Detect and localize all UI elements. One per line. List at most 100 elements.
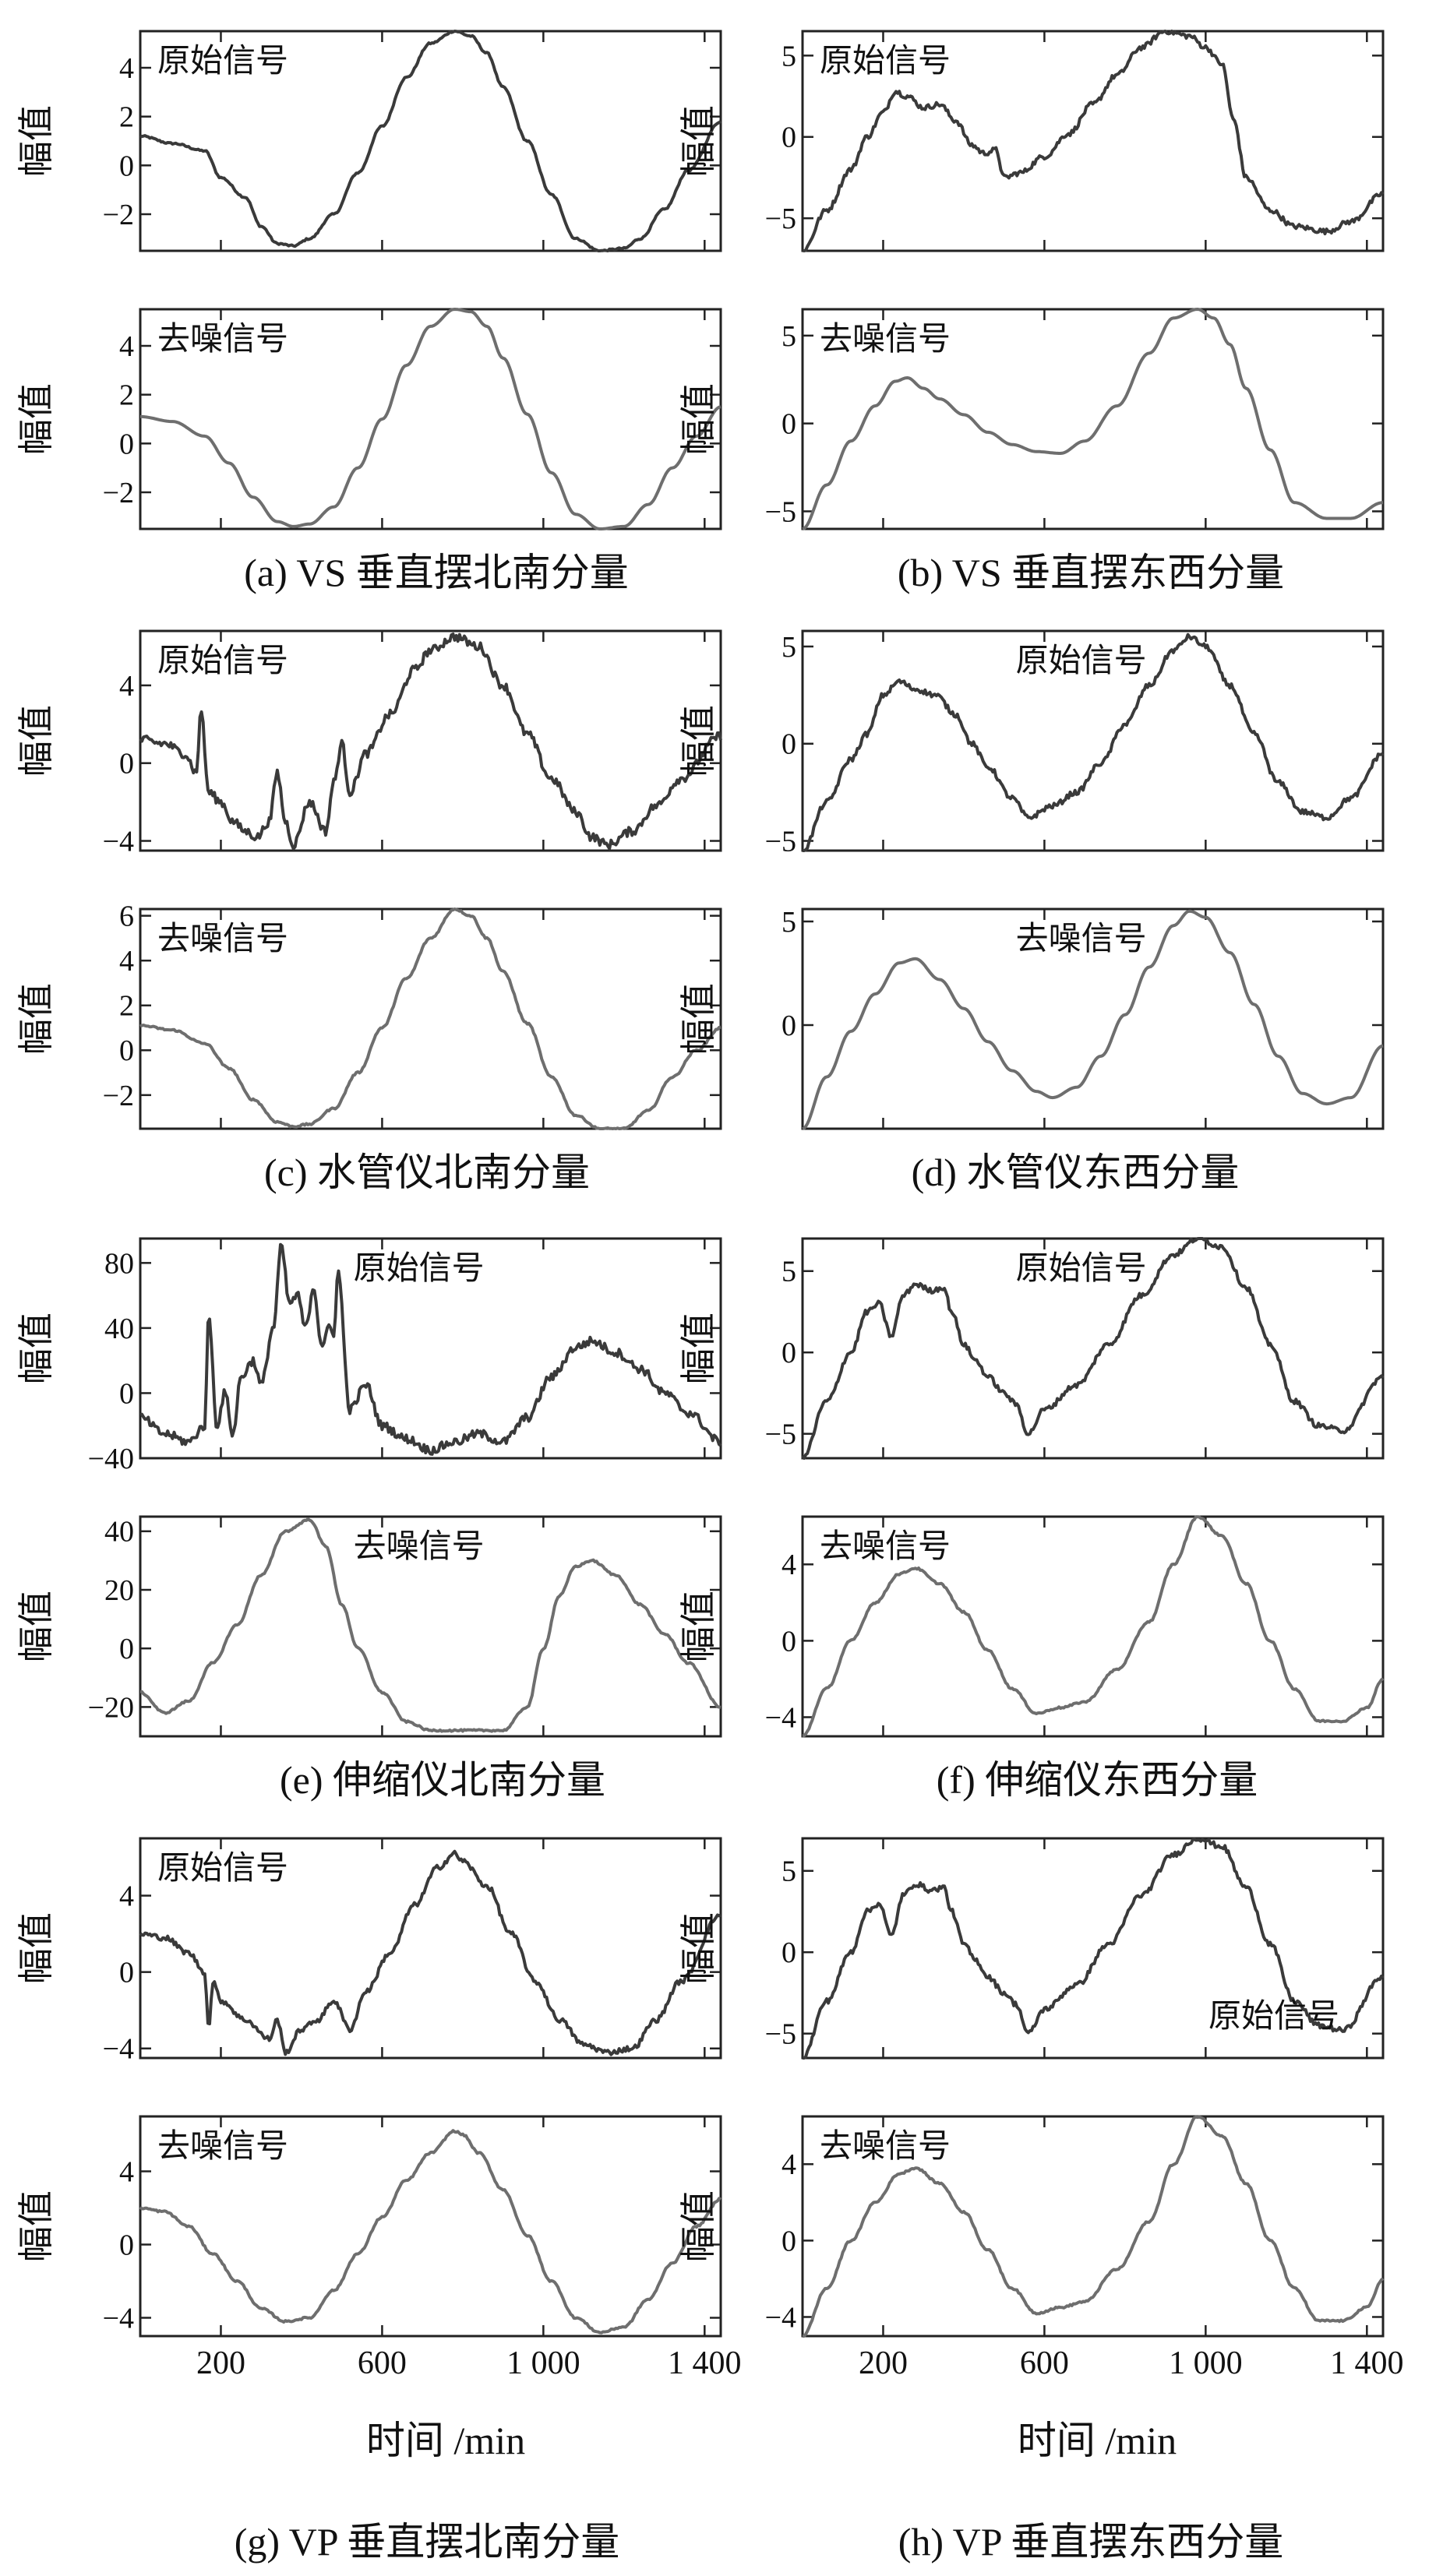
y-tick-label: 0: [782, 1337, 796, 1369]
y-tick-label: 0: [119, 2229, 134, 2261]
y-axis-label: 幅值: [16, 105, 56, 177]
y-tick-label: 0: [782, 408, 796, 441]
plot-frame: [139, 1515, 722, 1738]
y-tick-label: −5: [765, 495, 796, 528]
x-axis-label-left: 时间 /min: [366, 2419, 525, 2462]
y-tick-label: 40: [104, 1313, 134, 1345]
y-tick-label: 2: [119, 990, 134, 1023]
y-tick-label: 0: [782, 1010, 796, 1042]
x-tick-label: 200: [196, 2345, 245, 2381]
series-line: [139, 1849, 722, 2056]
series-label: 原始信号: [157, 643, 288, 679]
series-line: [803, 1838, 1385, 2060]
panel-g-denoised: 幅值 4 0 −4 200 600 1 000 1 400 去噪信号: [16, 2115, 742, 2381]
panel-b-denoised: 幅值 5 0 −5 去噪信号: [679, 308, 1385, 530]
series-line: [802, 30, 1385, 252]
y-tick-label: −4: [765, 2301, 796, 2334]
series-line: [802, 1515, 1385, 1738]
series-label: 去噪信号: [157, 922, 288, 957]
y-axis-label: 幅值: [16, 2190, 56, 2262]
x-axis-label-right: 时间 /min: [1018, 2419, 1177, 2462]
panel-e-denoised: 幅值 40 20 0 −20 去噪信号: [16, 1515, 722, 1738]
y-tick-label: −4: [103, 2033, 134, 2066]
plot-frame: [139, 308, 722, 530]
series-label: 去噪信号: [820, 322, 951, 358]
y-axis-label: 幅值: [679, 705, 718, 777]
series-label: 原始信号: [157, 1851, 288, 1887]
y-axis-label: 幅值: [679, 2190, 718, 2262]
series-line: [802, 308, 1384, 530]
y-tick-label: 40: [104, 1516, 134, 1549]
y-tick-label: 5: [782, 1256, 796, 1288]
caption-g: (g) VP 垂直摆北南分量: [235, 2520, 619, 2564]
series-label: 去噪信号: [354, 1529, 485, 1565]
y-tick-label: −5: [765, 825, 796, 858]
y-tick-label: 4: [119, 2155, 134, 2188]
series-label: 去噪信号: [820, 2129, 951, 2165]
x-tick-label: 1 400: [668, 2345, 742, 2381]
y-tick-label: −2: [103, 1080, 134, 1112]
y-tick-label: 0: [119, 1633, 134, 1665]
y-tick-label: 4: [119, 330, 134, 363]
plot-frame: [139, 907, 722, 1130]
plot-frame: [801, 1515, 1385, 1738]
series-line: [139, 30, 722, 252]
plot-frame: [139, 2115, 722, 2338]
y-axis-label: 幅值: [16, 1313, 56, 1384]
series-line: [139, 2129, 722, 2335]
y-tick-label: 0: [782, 2225, 796, 2257]
y-axis-label: 幅值: [16, 983, 56, 1055]
y-tick-label: 4: [782, 2148, 796, 2181]
panel-e-raw: 幅值 80 40 0 −40 原始信号: [16, 1237, 722, 1475]
y-tick-label: −2: [103, 199, 134, 231]
panel-f-raw: 幅值 5 0 −5 原始信号: [679, 1237, 1385, 1460]
series-line: [139, 907, 722, 1130]
panel-c-denoised: 幅值 6 4 2 0 −2 去噪信号: [16, 900, 722, 1130]
plot-frame: [139, 1237, 722, 1460]
y-tick-label: 6: [119, 900, 134, 933]
y-tick-label: 4: [119, 1880, 134, 1912]
y-tick-label: −4: [103, 2302, 134, 2335]
y-tick-label: 5: [782, 1855, 796, 1888]
y-tick-label: −5: [765, 203, 796, 235]
y-tick-label: −4: [765, 1701, 796, 1734]
y-axis-label: 幅值: [679, 1313, 718, 1384]
caption-a: (a) VS 垂直摆北南分量: [244, 551, 629, 594]
caption-e: (e) 伸缩仪北南分量: [280, 1758, 605, 1802]
caption-d: (d) 水管仪东西分量: [912, 1151, 1240, 1194]
caption-b: (b) VS 垂直摆东西分量: [898, 551, 1284, 594]
series-label: 原始信号: [820, 44, 951, 79]
plot-frame: [801, 30, 1385, 252]
series-label: 原始信号: [1208, 1999, 1339, 2035]
y-tick-label: 4: [119, 52, 134, 85]
caption-c: (c) 水管仪北南分量: [264, 1151, 590, 1194]
y-tick-label: −40: [88, 1443, 134, 1475]
plot-frame: [801, 629, 1385, 852]
series-label: 原始信号: [157, 44, 288, 79]
x-tick-label: 200: [859, 2345, 908, 2381]
y-tick-label: 80: [104, 1247, 134, 1280]
y-tick-label: −4: [103, 825, 134, 858]
panel-h-raw: 幅值 5 0 −5 原始信号: [679, 1837, 1385, 2060]
plot-frame: [139, 30, 722, 252]
y-tick-label: 4: [119, 945, 134, 978]
y-tick-label: 0: [782, 122, 796, 154]
y-tick-label: 0: [119, 1034, 134, 1067]
y-tick-label: 5: [782, 631, 796, 664]
y-tick-label: 0: [119, 428, 134, 460]
y-axis-label: 幅值: [16, 705, 56, 777]
series-line: [140, 308, 722, 530]
y-tick-label: 5: [782, 906, 796, 939]
y-axis-label: 幅值: [16, 1912, 56, 1984]
plot-frame: [801, 1837, 1385, 2060]
series-line: [801, 1237, 1385, 1460]
y-tick-label: 0: [782, 1936, 796, 1969]
y-tick-label: 0: [119, 1377, 134, 1410]
panel-d-raw: 幅值 5 0 −5 原始信号: [679, 629, 1385, 858]
series-label: 原始信号: [354, 1251, 485, 1287]
captions-layer: (a) VS 垂直摆北南分量 (b) VS 垂直摆东西分量 (c) 水管仪北南分…: [235, 551, 1284, 2564]
y-tick-label: −2: [103, 477, 134, 509]
y-axis-label: 幅值: [16, 1591, 56, 1662]
plot-frame: [801, 308, 1385, 530]
